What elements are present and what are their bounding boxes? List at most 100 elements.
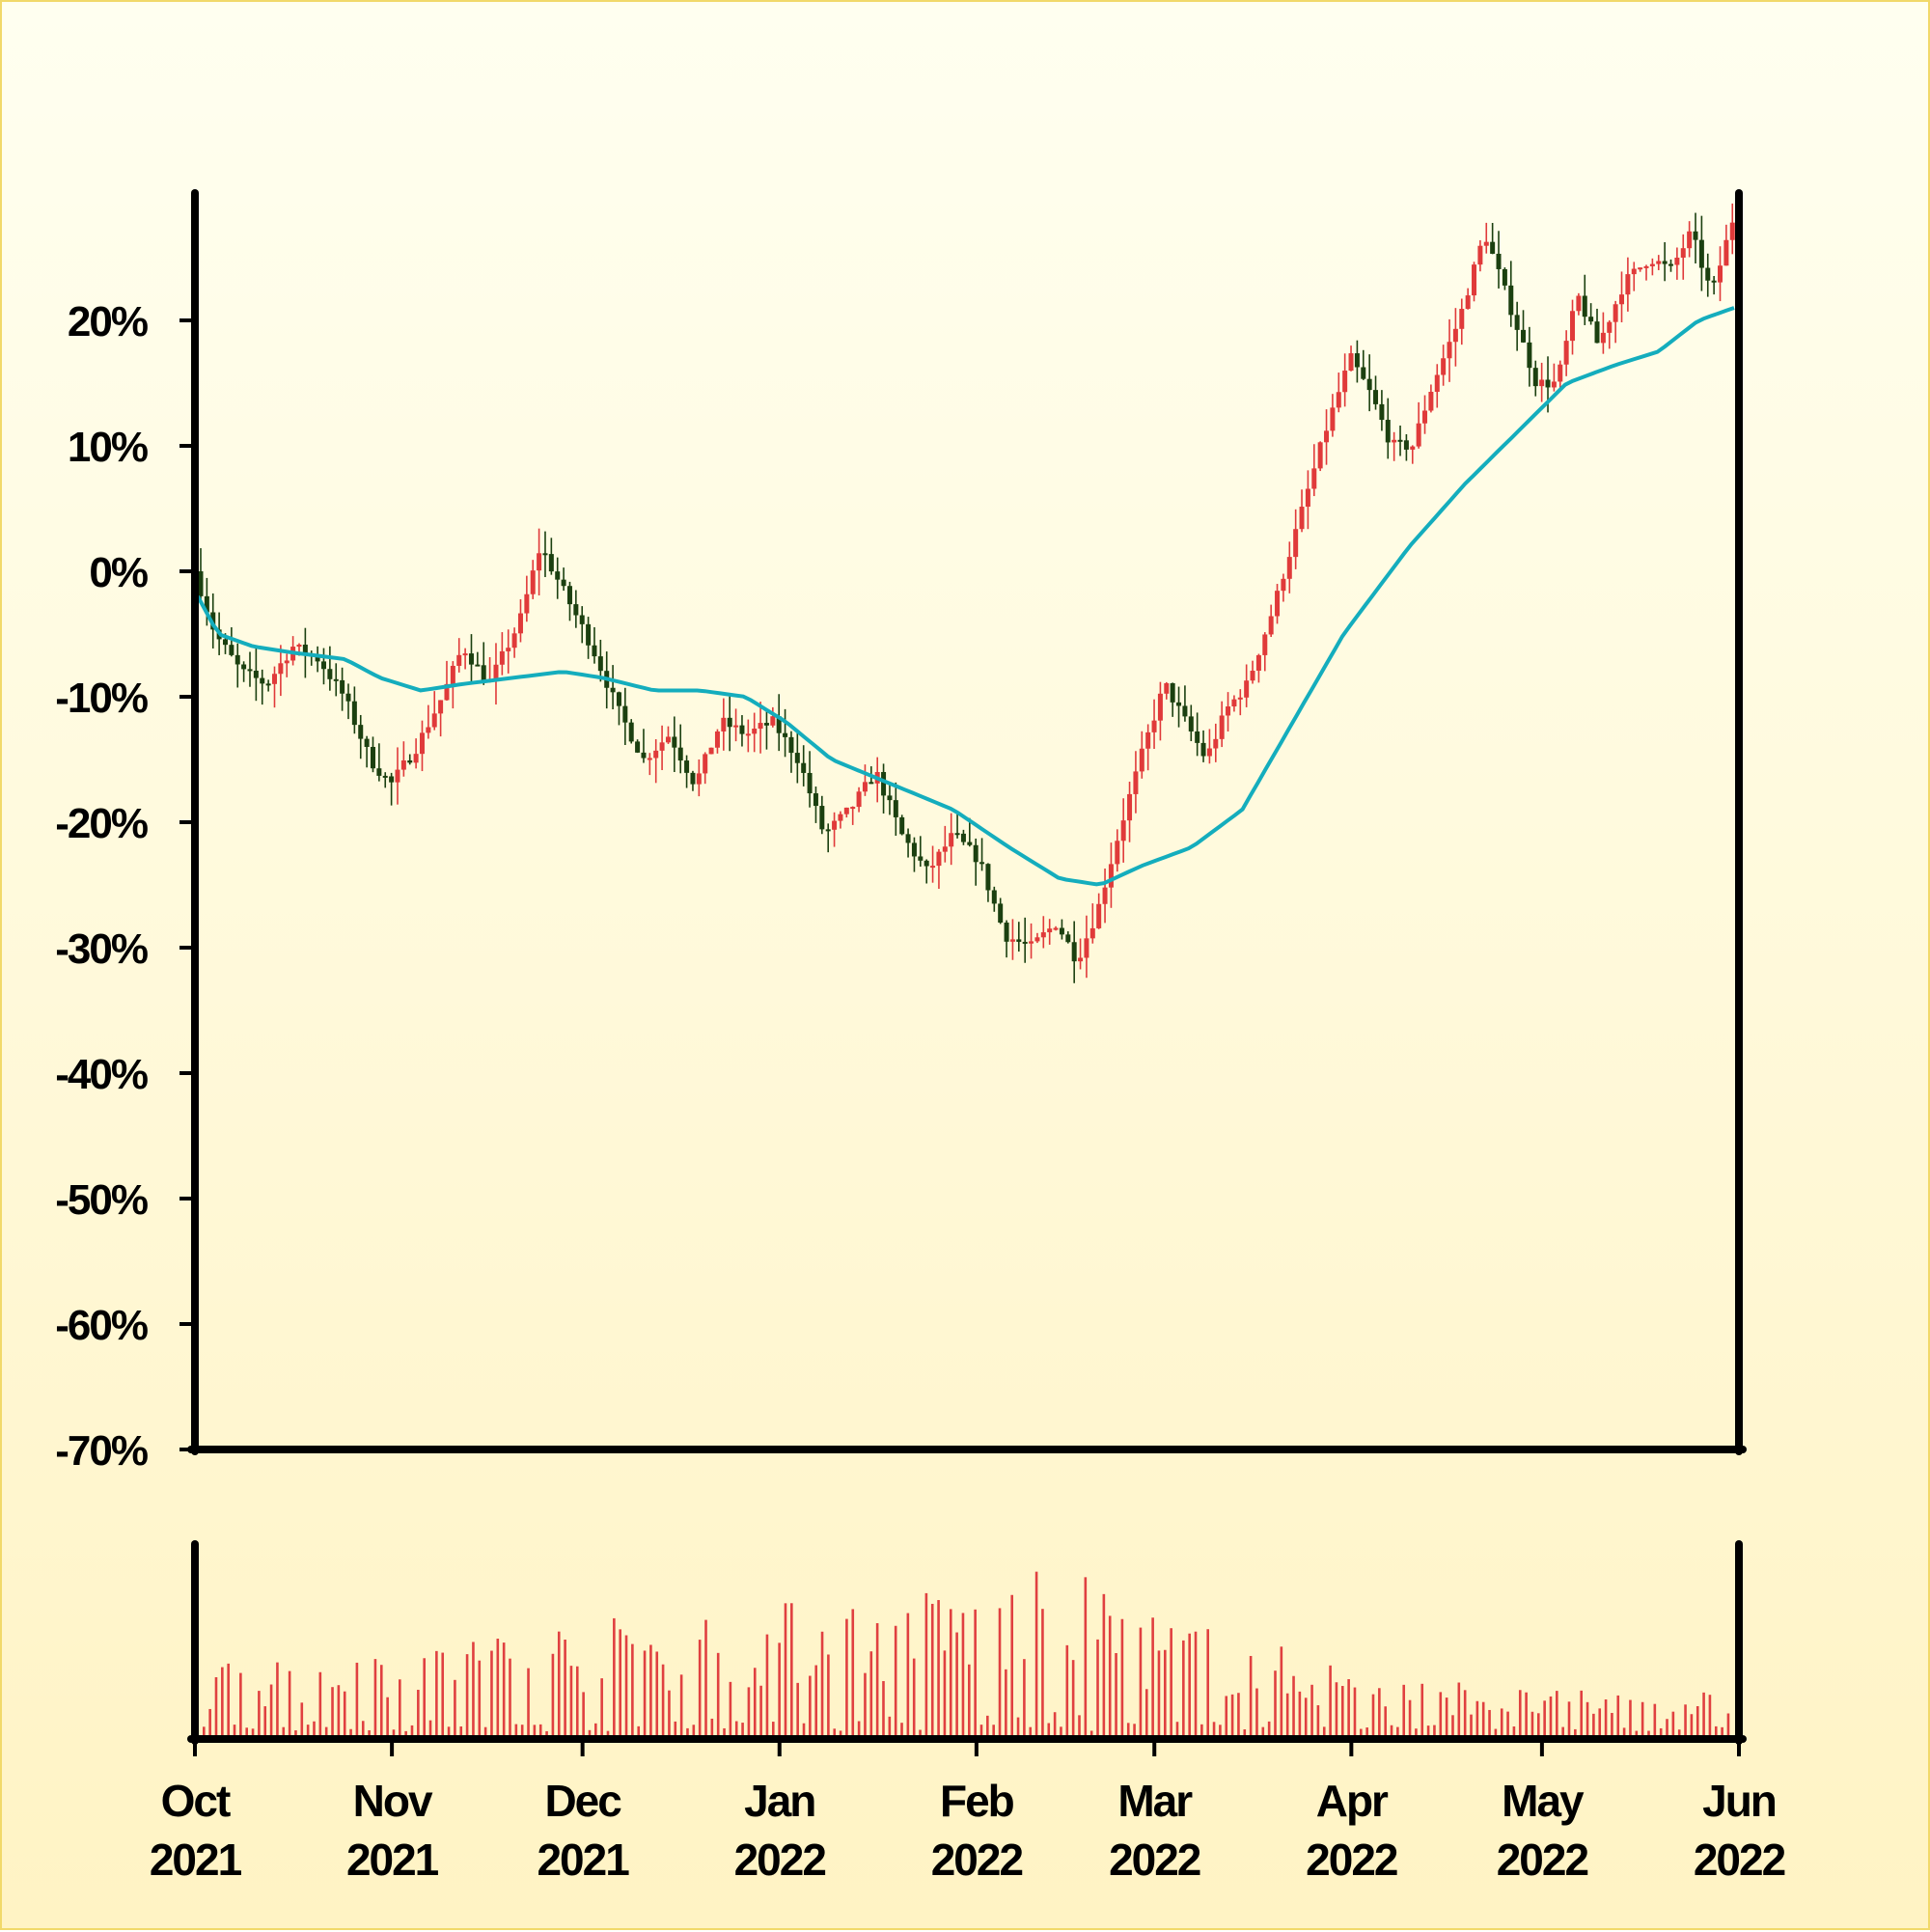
volume-bar bbox=[1574, 1728, 1577, 1735]
candle-body bbox=[1366, 378, 1372, 391]
volume-bar bbox=[1696, 1705, 1699, 1735]
volume-bar bbox=[930, 1603, 934, 1735]
candle-body bbox=[1619, 294, 1625, 305]
candle-body bbox=[413, 754, 419, 763]
volume-bar bbox=[924, 1592, 928, 1735]
candle-body bbox=[1638, 267, 1643, 270]
candle-body bbox=[703, 754, 708, 774]
candle-body bbox=[1483, 241, 1489, 246]
candle-body bbox=[1705, 267, 1711, 281]
volume-bar bbox=[1378, 1688, 1381, 1735]
volume-bar bbox=[631, 1643, 634, 1735]
candle-body bbox=[1348, 353, 1354, 372]
volume-bar bbox=[1225, 1696, 1228, 1735]
y-tick-label: 0% bbox=[89, 549, 147, 596]
volume-bar bbox=[1415, 1728, 1418, 1735]
volume-bar bbox=[1182, 1640, 1185, 1735]
candle-body bbox=[783, 732, 788, 737]
candle-body bbox=[1151, 720, 1157, 732]
volume-bar bbox=[441, 1652, 445, 1735]
candle-body bbox=[1698, 239, 1704, 268]
volume-bar bbox=[741, 1723, 744, 1735]
volume-bar bbox=[704, 1619, 707, 1735]
volume-bar bbox=[1500, 1708, 1503, 1735]
volume-bar bbox=[986, 1715, 989, 1735]
candle-body bbox=[597, 656, 603, 672]
candle-body bbox=[1164, 683, 1170, 694]
axes bbox=[187, 189, 1747, 1745]
candle-body bbox=[1527, 342, 1532, 369]
candle-body bbox=[1563, 341, 1569, 365]
volume-bar bbox=[894, 1625, 897, 1735]
volume-bar bbox=[428, 1720, 432, 1735]
candle-body bbox=[1532, 368, 1538, 387]
volume-bar bbox=[1237, 1693, 1240, 1735]
candle-body bbox=[333, 678, 339, 681]
y-tick-label: -60% bbox=[55, 1302, 148, 1349]
candle-body bbox=[1342, 371, 1348, 393]
volume-bar bbox=[1034, 1571, 1038, 1735]
volume-bar bbox=[465, 1654, 469, 1735]
x-tick-year-label: 2022 bbox=[734, 1835, 826, 1885]
volume-bar bbox=[379, 1665, 383, 1735]
candle-body bbox=[506, 648, 511, 651]
candle-body bbox=[389, 776, 395, 783]
candle-body bbox=[1170, 683, 1175, 703]
candle-body bbox=[763, 723, 769, 726]
volume-bar bbox=[1653, 1703, 1657, 1735]
volume-bar bbox=[668, 1690, 671, 1735]
volume-bar bbox=[1536, 1713, 1540, 1735]
x-tick-month-label: Jan bbox=[744, 1776, 814, 1826]
volume-bar bbox=[716, 1652, 720, 1735]
candle-body bbox=[998, 903, 1004, 924]
candle-body bbox=[1262, 634, 1268, 655]
volume-bar bbox=[1714, 1725, 1718, 1735]
volume-bar bbox=[778, 1642, 781, 1735]
candle-body bbox=[1034, 937, 1040, 942]
volume-bar bbox=[373, 1659, 377, 1735]
volume-bar bbox=[594, 1723, 597, 1735]
volume-bar bbox=[1390, 1725, 1393, 1735]
volume-series bbox=[203, 1571, 1730, 1735]
candle-body bbox=[1397, 439, 1403, 442]
candle-body bbox=[949, 833, 954, 847]
volume-bar bbox=[833, 1728, 837, 1735]
candle-body bbox=[1416, 423, 1421, 447]
candle-body bbox=[1089, 927, 1095, 939]
x-tick-month-label: Nov bbox=[353, 1776, 433, 1826]
volume-bar bbox=[509, 1658, 511, 1735]
candle-body bbox=[1317, 442, 1323, 469]
volume-bar bbox=[692, 1725, 696, 1735]
volume-bar bbox=[1023, 1659, 1026, 1735]
candle-body bbox=[426, 727, 431, 733]
volume-bar bbox=[294, 1730, 297, 1735]
volume-bar bbox=[1481, 1701, 1485, 1735]
candle-body bbox=[499, 650, 505, 665]
volume-bar bbox=[875, 1622, 879, 1735]
volume-bar bbox=[258, 1691, 261, 1735]
volume-bar bbox=[214, 1676, 218, 1735]
volume-bar bbox=[1212, 1722, 1216, 1735]
candle-body bbox=[1275, 591, 1281, 617]
candle-body bbox=[271, 674, 277, 684]
candle-body bbox=[930, 866, 936, 869]
candle-body bbox=[468, 653, 474, 665]
candle-body bbox=[444, 683, 450, 701]
candle-body bbox=[524, 593, 530, 614]
volume-bar bbox=[478, 1660, 482, 1735]
volume-bar bbox=[613, 1617, 616, 1735]
candle-body bbox=[622, 705, 628, 723]
volume-bar bbox=[851, 1609, 855, 1735]
volume-bar bbox=[276, 1662, 279, 1735]
candle-body bbox=[407, 759, 413, 763]
candle-body bbox=[1422, 410, 1428, 424]
volume-bar bbox=[502, 1642, 506, 1735]
candle-body bbox=[537, 553, 542, 571]
volume-bar bbox=[399, 1679, 401, 1735]
volume-bar bbox=[1506, 1711, 1509, 1735]
candle-body bbox=[758, 723, 763, 730]
volume-bar bbox=[869, 1651, 873, 1735]
volume-bar bbox=[1133, 1724, 1136, 1735]
volume-bar bbox=[643, 1650, 647, 1735]
volume-bar bbox=[1530, 1711, 1534, 1735]
